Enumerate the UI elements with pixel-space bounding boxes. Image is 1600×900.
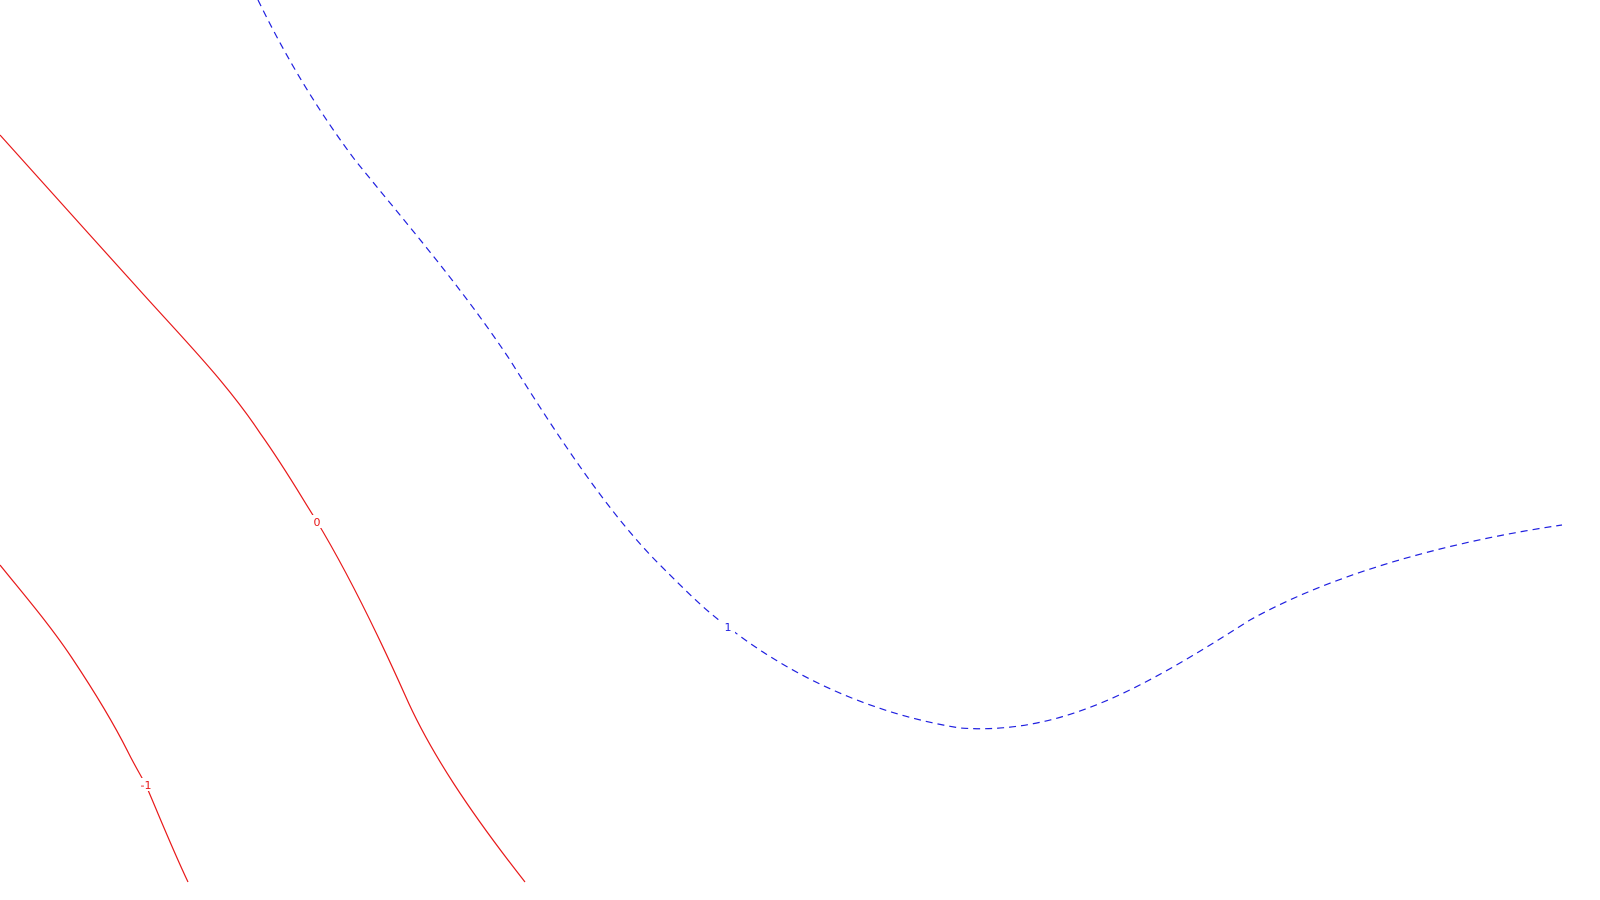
contour-label-bg-minus-1 xyxy=(137,778,155,791)
contour-line-0 xyxy=(0,134,526,883)
contour-line-1 xyxy=(257,0,1563,730)
contour-line-minus-1 xyxy=(0,564,189,883)
contour-label-bg-0 xyxy=(310,515,324,528)
contour-label-1: 1 xyxy=(725,621,732,634)
contour-label-minus-1: -1 xyxy=(141,779,152,792)
contour-label-bg-1 xyxy=(721,620,735,633)
contour-label-0: 0 xyxy=(314,516,321,529)
